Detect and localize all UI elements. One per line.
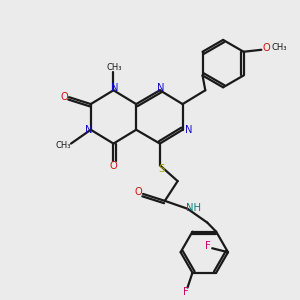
Text: CH₃: CH₃ [272, 43, 287, 52]
Text: O: O [110, 161, 117, 171]
Text: O: O [60, 92, 68, 102]
Text: N: N [185, 125, 192, 135]
Text: CH₃: CH₃ [56, 141, 71, 150]
Text: F: F [183, 287, 188, 298]
Text: S: S [159, 164, 165, 174]
Text: O: O [134, 187, 142, 197]
Text: N: N [111, 83, 118, 93]
Text: CH₃: CH₃ [107, 63, 122, 72]
Text: O: O [262, 43, 270, 53]
Text: N: N [157, 83, 165, 93]
Text: NH: NH [186, 203, 201, 213]
Text: F: F [206, 241, 211, 251]
Text: N: N [85, 125, 92, 135]
